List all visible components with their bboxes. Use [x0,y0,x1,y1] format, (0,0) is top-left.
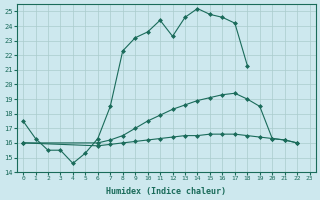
X-axis label: Humidex (Indice chaleur): Humidex (Indice chaleur) [106,187,226,196]
